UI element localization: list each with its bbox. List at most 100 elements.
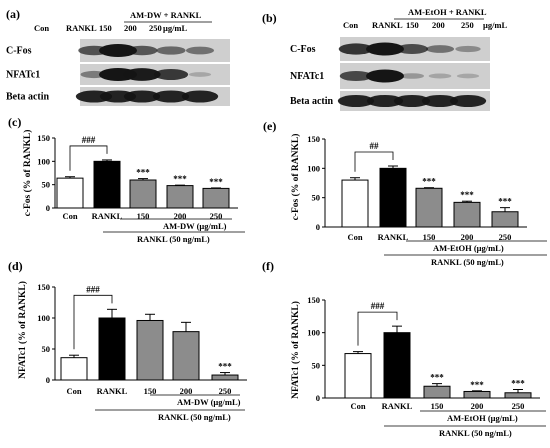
y-tick-label: 100 <box>307 163 320 173</box>
group-label: AM-DW (μg/mL) <box>163 221 227 231</box>
lane-label: RANKL <box>372 20 403 30</box>
x-tick-label: Con <box>66 386 81 396</box>
chart-2: (d) NFATc1 (% of RANKL) 0 50 100 150 Con RANKL 1… <box>8 259 247 422</box>
significance-label: *** <box>173 174 187 184</box>
panel-label: (d) <box>8 259 23 273</box>
blot-row-label: Beta actin <box>6 92 49 103</box>
blot-band <box>185 46 215 55</box>
x-tick-label: 250 <box>499 232 512 242</box>
bar <box>341 179 369 228</box>
rankl-label: RANKL (50 ng/mL) <box>158 412 231 422</box>
significance-label: *** <box>511 379 525 389</box>
blot-band <box>99 44 137 57</box>
y-axis-label: NFATc1 (% of RANKL) <box>290 301 301 399</box>
x-tick-label: RANKL <box>97 386 128 396</box>
x-tick-label: 250 <box>219 386 232 396</box>
y-axis-label: c-Fos (% of RANKL) <box>22 130 33 217</box>
bar <box>504 392 532 399</box>
chart-0: (c)c-Fos (% of RANKL) 0 50 100 150 Con RANKL **… <box>8 115 245 244</box>
blot-band <box>400 73 424 79</box>
lane-label: 150 <box>406 20 419 30</box>
bar <box>98 317 126 381</box>
bar <box>453 201 481 228</box>
x-tick-label: RANKL <box>382 401 413 411</box>
y-axis-label: NFATc1 (% of RANKL) <box>17 281 28 379</box>
bar <box>423 385 451 399</box>
significance-label: *** <box>422 177 436 187</box>
x-tick-label: 200 <box>174 211 187 221</box>
rankl-label: RANKL (50 ng/mL) <box>439 428 512 438</box>
y-tick-label: 150 <box>37 282 50 292</box>
blot-band <box>156 46 186 55</box>
blot-band <box>126 45 158 56</box>
blot-band <box>123 90 161 103</box>
x-tick-label: RANKL <box>378 232 409 242</box>
y-axis-label: c-Fos (% of RANKL) <box>290 134 301 221</box>
blot-band <box>366 94 404 108</box>
blot-band <box>456 73 480 79</box>
lane-label: Con <box>343 20 358 30</box>
panel-label: (a) <box>6 7 20 21</box>
blot-row-label: C-Fos <box>290 44 316 55</box>
y-tick-label: 150 <box>37 133 50 143</box>
blot-row-label: NFATc1 <box>6 70 40 81</box>
bar <box>136 319 164 381</box>
blot-band <box>338 43 374 55</box>
significance-label: *** <box>498 197 512 207</box>
blot-band <box>188 72 212 77</box>
x-tick-label: Con <box>62 211 77 221</box>
y-tick-label: 100 <box>37 156 50 166</box>
blot-band <box>152 90 190 103</box>
bar <box>56 177 84 209</box>
bracket-label: ### <box>82 135 96 145</box>
blot-band <box>366 42 404 56</box>
y-tick-label: 0 <box>46 203 50 213</box>
bracket-label: ### <box>86 284 100 294</box>
x-tick-label: 250 <box>210 211 223 221</box>
blot-band <box>395 44 429 54</box>
rankl-label: RANKL (50 ng/mL) <box>137 234 210 244</box>
bar <box>491 211 519 228</box>
bar <box>202 187 230 209</box>
significance-label: *** <box>136 168 150 178</box>
y-tick-label: 150 <box>307 295 320 305</box>
y-tick-label: 100 <box>307 328 320 338</box>
lane-label: 200 <box>124 23 137 33</box>
blot-band <box>181 90 219 103</box>
x-tick-label: 200 <box>471 401 484 411</box>
x-tick-label: 200 <box>180 386 193 396</box>
y-tick-label: 50 <box>312 360 321 370</box>
unit-label: μg/mL <box>483 20 508 30</box>
blot-band <box>337 94 375 108</box>
bar <box>60 357 88 381</box>
blot-panel-1: (b) AM-EtOH + RANKL Con RANKL 150 200 250 μg/mL… <box>262 7 508 111</box>
y-tick-label: 50 <box>42 180 51 190</box>
panel-label: (f) <box>262 259 274 273</box>
chart-3: (f) NFATc1 (% of RANKL) 0 50 100 150 Con RANKL *… <box>262 259 546 438</box>
y-tick-label: 100 <box>37 313 50 323</box>
bracket-label: ## <box>370 141 380 151</box>
blot-row-label: Beta actin <box>290 96 333 107</box>
x-tick-label: Con <box>347 232 362 242</box>
blot-band <box>428 73 452 79</box>
panel-label: (c) <box>8 115 21 129</box>
blot-band <box>153 68 189 81</box>
significance-label: *** <box>460 190 474 200</box>
y-tick-label: 150 <box>307 134 320 144</box>
lane-label: 250 <box>149 23 162 33</box>
blot-row-label: NFATc1 <box>290 71 324 82</box>
significance-bracket <box>69 145 108 171</box>
blot-band <box>421 94 459 108</box>
significance-label: *** <box>209 177 223 187</box>
blot-band <box>455 45 481 53</box>
rankl-label: RANKL (50 ng/mL) <box>431 257 504 267</box>
y-tick-label: 0 <box>46 375 50 385</box>
bar <box>172 331 200 381</box>
x-tick-label: Con <box>350 401 365 411</box>
significance-label: *** <box>218 362 232 372</box>
blot-band <box>449 94 487 108</box>
y-tick-label: 0 <box>316 222 320 232</box>
blot-panel-0: (a) AM-DW + RANKL Con RANKL 150 200 250 μg/mL C-… <box>6 7 230 106</box>
significance-bracket <box>357 311 398 346</box>
